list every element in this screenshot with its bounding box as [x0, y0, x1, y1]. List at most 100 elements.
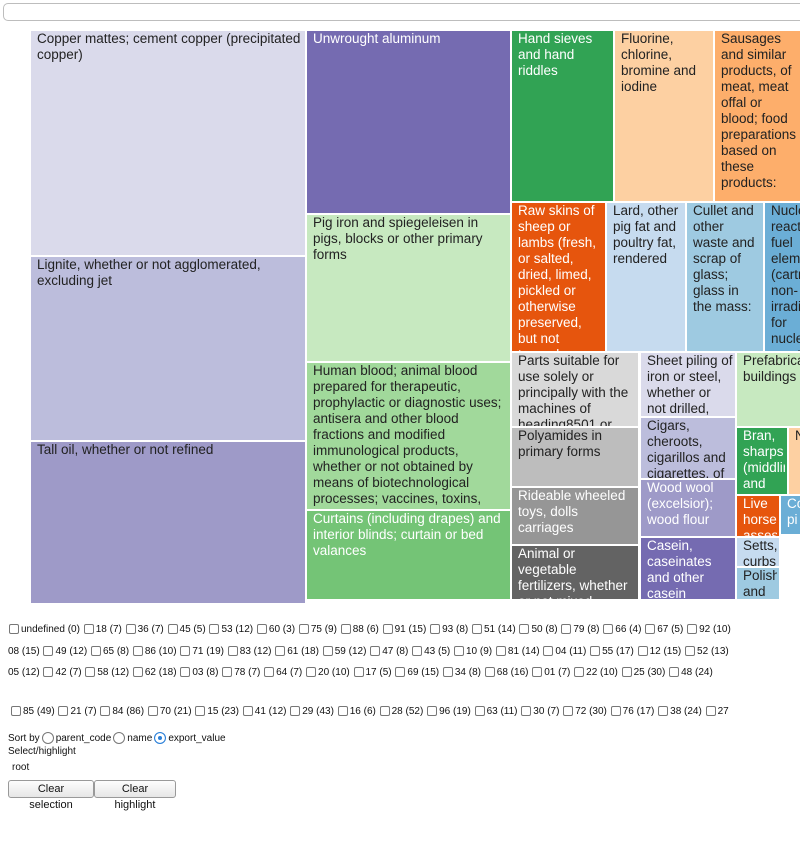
filter-item[interactable]: 78 (7) [221, 667, 263, 678]
filter-item[interactable]: 20 (10) [305, 667, 352, 678]
filter-item[interactable]: 86 (10) [132, 646, 179, 657]
filter-item[interactable]: 88 (6) [340, 624, 382, 635]
treemap-cell[interactable]: Wood wool (excelsior); wood flour [640, 479, 736, 537]
filter-checkbox[interactable] [58, 706, 69, 716]
sort-radio-export-value[interactable] [154, 732, 167, 744]
treemap-cell[interactable]: Hand sieves and hand riddles [511, 30, 614, 202]
filter-item[interactable]: 79 (8) [560, 624, 602, 635]
filter-checkbox[interactable] [637, 646, 648, 656]
treemap-cell[interactable]: Pig iron and spiegeleisen in pigs, block… [306, 214, 511, 362]
filter-checkbox[interactable] [167, 624, 178, 634]
filter-item[interactable]: 36 (7) [125, 624, 167, 635]
filter-item[interactable]: 12 (15) [637, 646, 684, 657]
filter-item[interactable]: 48 (24) [668, 667, 713, 678]
filter-item[interactable]: 49 (12) [42, 646, 89, 657]
filter-checkbox[interactable] [85, 667, 96, 677]
treemap-cell[interactable]: Fluorine, chlorine, bromine and iodine [614, 30, 714, 202]
treemap-cell[interactable]: Lard, other pig fat and poultry fat, ren… [606, 202, 686, 352]
filter-item[interactable]: 17 (5) [353, 667, 395, 678]
filter-checkbox[interactable] [610, 706, 621, 716]
filter-item[interactable]: 50 (8) [518, 624, 560, 635]
filter-item[interactable]: 59 (12) [322, 646, 369, 657]
filter-item[interactable]: 08 (15) [8, 646, 42, 657]
filter-item[interactable]: 41 (12) [242, 706, 289, 717]
filter-item[interactable]: 75 (9) [298, 624, 340, 635]
filter-item[interactable]: 25 (30) [621, 667, 668, 678]
filter-item[interactable]: 72 (30) [562, 706, 609, 717]
filter-checkbox[interactable] [147, 706, 158, 716]
filter-checkbox[interactable] [590, 646, 601, 656]
filter-item[interactable]: 52 (13) [684, 646, 729, 657]
filter-checkbox[interactable] [685, 646, 696, 656]
filter-checkbox[interactable] [621, 667, 632, 677]
filter-item[interactable]: 83 (12) [227, 646, 274, 657]
filter-item[interactable]: 76 (17) [610, 706, 657, 717]
filter-item[interactable]: 92 (10) [686, 624, 731, 635]
filter-item[interactable]: 03 (8) [179, 667, 221, 678]
filter-item[interactable]: 45 (5) [167, 624, 209, 635]
filter-item[interactable]: 63 (11) [474, 706, 521, 717]
filter-checkbox[interactable] [442, 667, 453, 677]
treemap-cell[interactable]: Prefabricated buildings [736, 352, 800, 427]
filter-checkbox[interactable] [454, 646, 464, 656]
filter-checkbox[interactable] [275, 646, 286, 656]
filter-item[interactable]: 71 (19) [179, 646, 226, 657]
treemap-cell[interactable]: Nuclear reactors; fuel elements (cartrid… [764, 202, 800, 352]
filter-item[interactable]: 28 (52) [379, 706, 426, 717]
treemap-cell[interactable]: Human blood; animal blood prepared for t… [306, 362, 511, 510]
filter-checkbox[interactable] [563, 706, 574, 716]
filter-checkbox[interactable] [658, 706, 669, 716]
filter-item[interactable]: 04 (11) [542, 646, 589, 657]
filter-item[interactable]: 51 (14) [471, 624, 518, 635]
treemap-cell[interactable]: Live horses, asses [736, 495, 780, 537]
filter-checkbox[interactable] [532, 667, 543, 677]
filter-checkbox[interactable] [340, 624, 351, 634]
filter-checkbox[interactable] [669, 667, 680, 677]
filter-checkbox[interactable] [11, 706, 21, 716]
filter-checkbox[interactable] [474, 706, 485, 716]
search-input[interactable] [3, 3, 800, 21]
filter-checkbox[interactable] [370, 646, 381, 656]
treemap-cell[interactable]: Cigars, cheroots, cigarillos and cigaret… [640, 417, 736, 479]
filter-checkbox[interactable] [472, 624, 482, 634]
treemap-cell[interactable]: Copper mattes; cement copper (precipitat… [30, 30, 306, 256]
filter-checkbox[interactable] [227, 646, 238, 656]
filter-checkbox[interactable] [495, 646, 506, 656]
filter-item[interactable]: 05 (12) [8, 667, 42, 678]
filter-checkbox[interactable] [290, 706, 301, 716]
treemap-cell[interactable]: Sheet piling of iron or steel, whether o… [640, 352, 736, 417]
filter-checkbox[interactable] [9, 624, 19, 634]
filter-checkbox[interactable] [322, 646, 333, 656]
treemap-cell[interactable]: N [788, 427, 800, 495]
filter-checkbox[interactable] [382, 624, 393, 634]
filter-item[interactable]: 53 (12) [208, 624, 255, 635]
filter-item[interactable]: 60 (3) [256, 624, 298, 635]
treemap-cell[interactable]: Casein, caseinates and other casein [640, 537, 736, 600]
filter-item[interactable]: 29 (43) [289, 706, 336, 717]
filter-item[interactable]: 68 (16) [484, 667, 531, 678]
filter-item[interactable]: 67 (5) [644, 624, 686, 635]
filter-checkbox[interactable] [264, 667, 275, 677]
filter-item[interactable]: 16 (6) [337, 706, 379, 717]
treemap-cell[interactable]: Unwrought aluminum [306, 30, 511, 214]
filter-item[interactable]: 30 (7) [520, 706, 562, 717]
filter-item[interactable]: 22 (10) [573, 667, 620, 678]
clear-highlight-button[interactable]: Clear highlight [94, 780, 176, 811]
filter-checkbox[interactable] [180, 646, 191, 656]
treemap-cell[interactable]: Polyamides in primary forms [511, 427, 639, 487]
filter-checkbox[interactable] [379, 706, 390, 716]
treemap-cell[interactable]: Bran, sharps (middlings) and [736, 427, 788, 495]
treemap-cell[interactable]: Parts suitable for use solely or princip… [511, 352, 639, 427]
filter-checkbox[interactable] [256, 624, 267, 634]
filter-item[interactable]: 10 (9) [453, 646, 495, 657]
treemap-cell[interactable]: Sausages and similar products, of meat, … [714, 30, 800, 202]
filter-item[interactable]: 96 (19) [426, 706, 473, 717]
select-value[interactable]: root [12, 762, 30, 773]
filter-checkbox[interactable] [645, 624, 656, 634]
filter-checkbox[interactable] [687, 624, 698, 634]
filter-checkbox[interactable] [427, 706, 438, 716]
treemap-cell[interactable]: Animal or vegetable fertilizers, whether… [511, 545, 639, 600]
filter-checkbox[interactable] [83, 624, 94, 634]
filter-item[interactable]: 69 (15) [394, 667, 441, 678]
treemap-cell[interactable]: Raw skins of sheep or lambs (fresh, or s… [511, 202, 606, 352]
